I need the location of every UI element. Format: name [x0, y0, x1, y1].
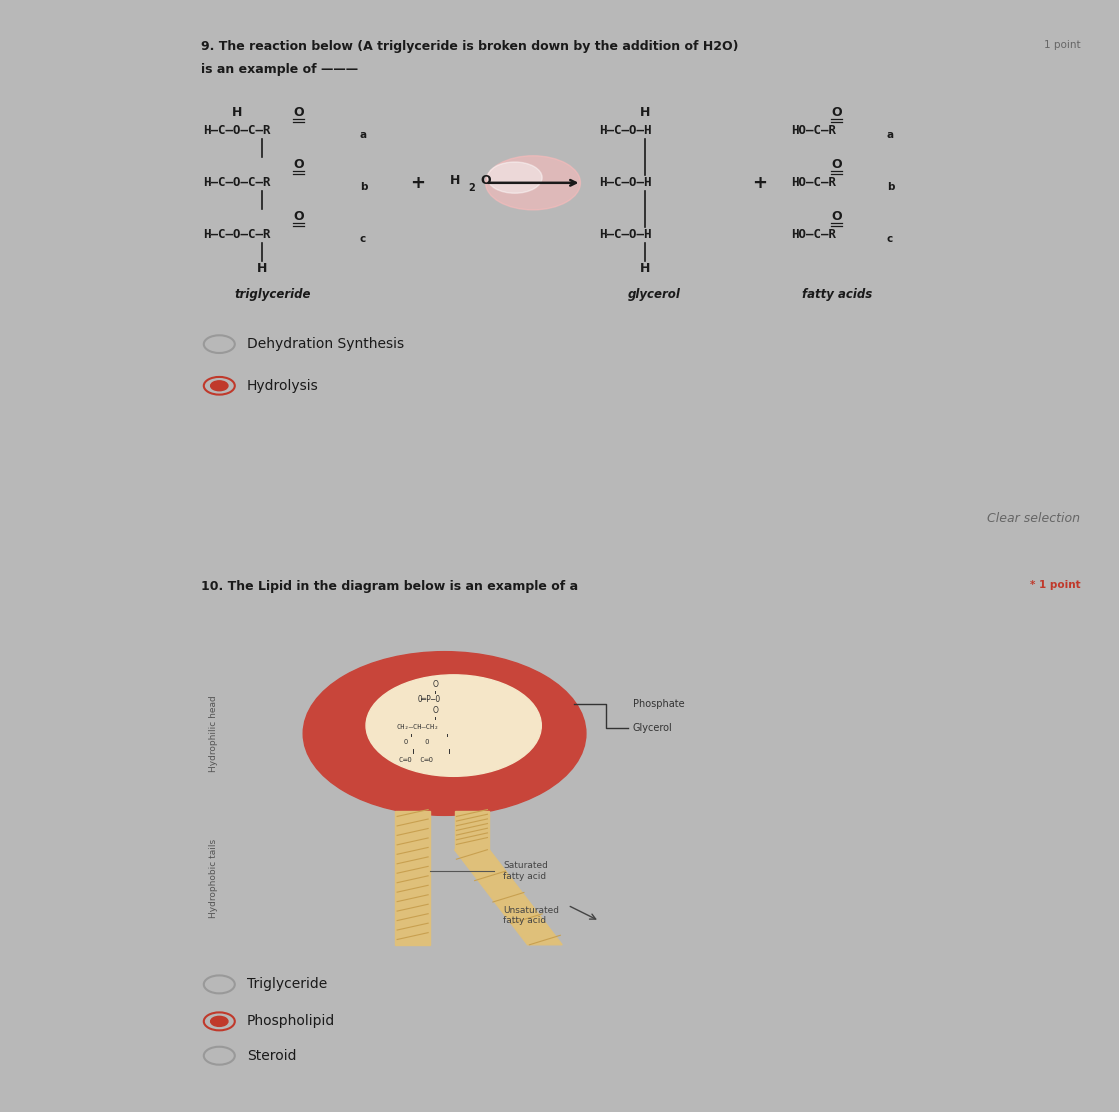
Text: b: b: [359, 182, 367, 192]
Text: O: O: [293, 158, 304, 171]
Text: is an example of ———: is an example of ———: [201, 63, 358, 76]
Text: c: c: [887, 234, 893, 244]
Text: Triglyceride: Triglyceride: [246, 977, 327, 992]
Text: HO–C–R: HO–C–R: [791, 177, 836, 189]
Text: C═O  C═O: C═O C═O: [399, 757, 433, 763]
Text: HO–C–R: HO–C–R: [791, 228, 836, 241]
Text: Phospholipid: Phospholipid: [246, 1014, 335, 1029]
Text: H–C–O–C–R: H–C–O–C–R: [203, 177, 271, 189]
Text: CH₂–CH–CH₂: CH₂–CH–CH₂: [396, 724, 439, 729]
Text: +: +: [752, 173, 767, 191]
Text: H–C–O–H: H–C–O–H: [600, 177, 652, 189]
Text: O: O: [293, 106, 304, 119]
Text: c: c: [359, 234, 366, 244]
Text: +: +: [410, 173, 425, 191]
Text: O═P–O: O═P–O: [417, 695, 440, 704]
Text: O: O: [831, 158, 841, 171]
Text: 9. The reaction below (A triglyceride is broken down by the addition of H2O): 9. The reaction below (A triglyceride is…: [201, 40, 739, 52]
Bar: [395, 811, 430, 945]
Text: H: H: [233, 106, 243, 119]
Text: H–C–O–H: H–C–O–H: [600, 228, 652, 241]
Text: Phosphate: Phosphate: [633, 699, 685, 709]
Circle shape: [303, 652, 586, 815]
Text: Hydrophobic tails: Hydrophobic tails: [209, 838, 218, 917]
Text: O: O: [831, 106, 841, 119]
Text: H–C–O–H: H–C–O–H: [600, 125, 652, 137]
Text: O: O: [831, 210, 841, 224]
Text: 10. The Lipid in the diagram below is an example of a: 10. The Lipid in the diagram below is an…: [201, 580, 579, 594]
Text: Saturated
fatty acid: Saturated fatty acid: [502, 861, 548, 881]
Text: triglyceride: triglyceride: [235, 288, 311, 301]
Text: O: O: [293, 210, 304, 224]
Circle shape: [210, 1016, 228, 1026]
Text: * 1 point: * 1 point: [1029, 580, 1080, 590]
Text: Unsaturated
fatty acid: Unsaturated fatty acid: [502, 906, 558, 925]
Text: H–C–O–C–R: H–C–O–C–R: [203, 228, 271, 241]
Text: 2: 2: [469, 183, 476, 193]
Text: fatty acids: fatty acids: [801, 288, 872, 301]
Polygon shape: [454, 850, 562, 945]
Text: 1 point: 1 point: [1044, 40, 1080, 50]
Text: a: a: [359, 130, 367, 140]
Text: a: a: [887, 130, 894, 140]
Text: H: H: [257, 262, 267, 275]
Circle shape: [488, 162, 542, 193]
Text: O: O: [432, 679, 439, 688]
Text: H–C–O–C–R: H–C–O–C–R: [203, 125, 271, 137]
Text: O: O: [432, 706, 439, 715]
Text: b: b: [887, 182, 894, 192]
Text: H: H: [450, 173, 461, 187]
Text: H: H: [640, 106, 650, 119]
Text: Steroid: Steroid: [246, 1049, 297, 1063]
Text: HO–C–R: HO–C–R: [791, 125, 836, 137]
Text: glycerol: glycerol: [628, 288, 680, 301]
Text: Clear selection: Clear selection: [987, 512, 1080, 525]
Text: Hydrophilic head: Hydrophilic head: [209, 695, 218, 772]
Text: Glycerol: Glycerol: [633, 723, 673, 733]
Circle shape: [486, 156, 581, 210]
Text: Dehydration Synthesis: Dehydration Synthesis: [246, 337, 404, 351]
Circle shape: [210, 380, 228, 390]
Text: H: H: [640, 262, 650, 275]
Text: Hydrolysis: Hydrolysis: [246, 379, 319, 393]
Text: O    O: O O: [404, 739, 429, 745]
Text: O: O: [480, 173, 491, 187]
Bar: [454, 811, 489, 850]
Circle shape: [366, 675, 542, 776]
